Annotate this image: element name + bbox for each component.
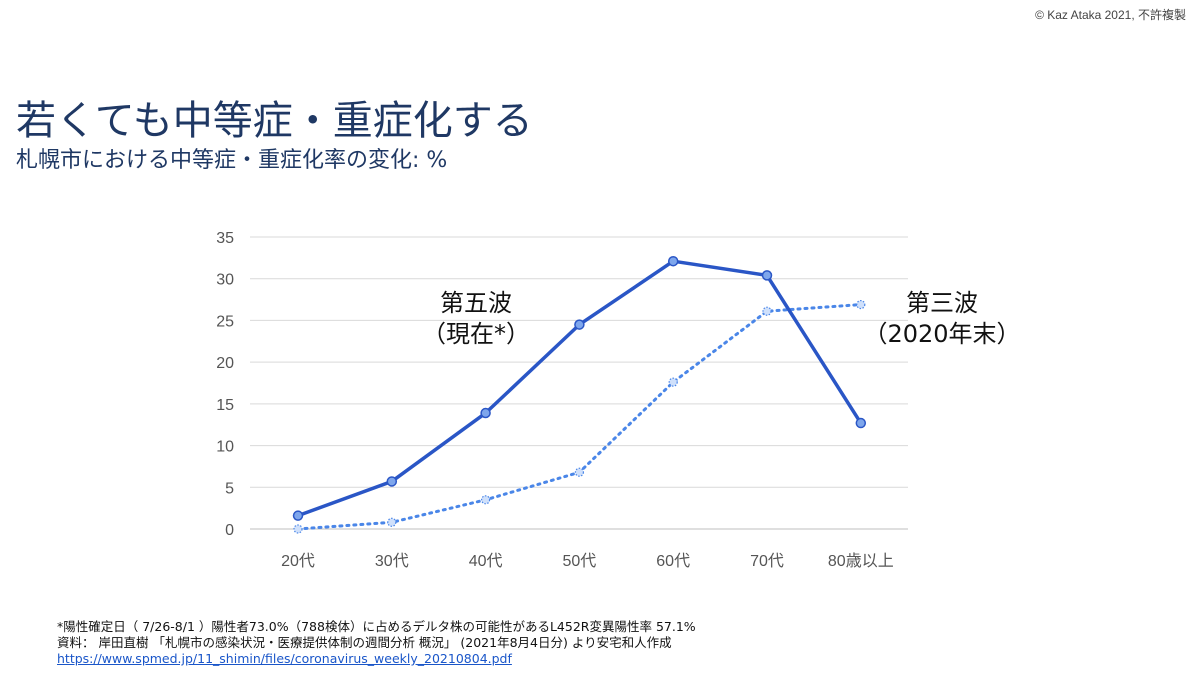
data-point	[574, 467, 585, 477]
y-tick-label: 10	[216, 439, 234, 456]
data-point	[481, 495, 491, 505]
y-tick-label: 30	[216, 272, 234, 289]
x-tick-label: 80歳以上	[828, 552, 894, 570]
x-tick-label: 30代	[375, 552, 409, 570]
data-point	[480, 407, 491, 419]
series-label-0: 第五波	[440, 289, 512, 317]
y-tick-label: 5	[225, 480, 234, 497]
x-tick-label: 70代	[750, 552, 784, 570]
footnote-source: 資料： 岸田直樹 「札幌市の感染状況・医療提供体制の週間分析 概況」 (2021…	[57, 635, 672, 650]
data-point	[292, 510, 304, 521]
data-point	[668, 377, 678, 387]
series-label-0: （現在*）	[422, 320, 530, 348]
x-tick-label: 20代	[281, 552, 315, 570]
data-point	[856, 299, 866, 310]
copyright-notice: © Kaz Ataka 2021, 不許複製	[1035, 8, 1186, 22]
page-subtitle: 札幌市における中等症・重症化率の変化: %	[16, 148, 448, 173]
y-tick-label: 15	[216, 397, 234, 414]
y-tick-label: 0	[225, 522, 234, 539]
series-label-1: 第三波	[906, 289, 978, 317]
data-point	[762, 306, 772, 316]
y-tick-label: 20	[216, 355, 234, 372]
x-tick-label: 40代	[469, 552, 503, 570]
series-line-0	[296, 259, 863, 518]
series-line-1	[296, 303, 863, 531]
data-point	[761, 270, 773, 281]
data-point	[386, 476, 398, 487]
y-tick-label: 35	[216, 230, 234, 247]
data-point	[574, 319, 585, 330]
data-point	[855, 417, 867, 429]
y-tick-label: 25	[216, 313, 234, 330]
data-point	[667, 255, 679, 267]
data-point	[387, 517, 397, 527]
footnote-note: *陽性確定日（ 7/26-8/1 ）陽性者73.0%（788検体）に占めるデルタ…	[57, 619, 696, 634]
source-link[interactable]: https://www.spmed.jp/11_shimin/files/cor…	[57, 651, 512, 666]
page-title: 若くても中等症・重症化する	[16, 98, 533, 144]
x-tick-label: 60代	[656, 552, 690, 570]
x-tick-label: 50代	[562, 552, 596, 570]
series-label-1: （2020年末）	[863, 320, 1020, 348]
data-point	[293, 524, 303, 534]
footnotes: *陽性確定日（ 7/26-8/1 ）陽性者73.0%（788検体）に占めるデルタ…	[57, 619, 696, 667]
